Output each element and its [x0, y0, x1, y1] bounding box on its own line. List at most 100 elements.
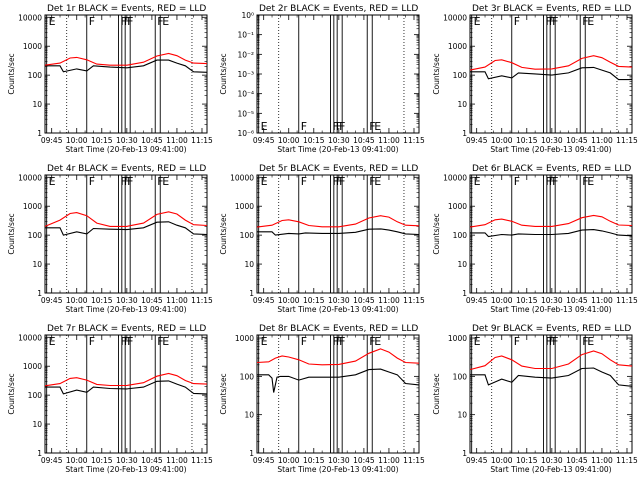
y-tick-label: 10	[32, 100, 42, 109]
flag-label: E	[162, 15, 169, 28]
flag-label: F	[369, 120, 375, 133]
x-tick-label: 10:45	[141, 136, 163, 145]
flag-label: F	[301, 175, 307, 188]
panel-title: Det 9r BLACK = Events, RED = LLD	[472, 324, 631, 334]
y-tick-label: 10000	[18, 173, 42, 182]
flag-label: F	[369, 335, 375, 348]
flag-label: F	[339, 120, 345, 133]
x-tick-label: 10:30	[541, 296, 563, 305]
flag-label: E	[261, 175, 268, 188]
series-events-line	[257, 368, 420, 393]
panel-title: Det 3r BLACK = Events, RED = LLD	[472, 4, 631, 14]
x-tick-label: 11:00	[591, 456, 613, 465]
x-tick-label: 10:30	[116, 136, 138, 145]
x-tick-label: 11:00	[166, 136, 188, 145]
x-tick-label: 10:30	[116, 456, 138, 465]
y-axis-label: Counts/sec	[7, 373, 16, 414]
flag-label: F	[89, 175, 95, 188]
flag-label: F	[369, 175, 375, 188]
series-lld-line	[44, 211, 208, 227]
x-tick-label: 11:15	[403, 456, 425, 465]
flag-label: E	[162, 335, 169, 348]
flag-label: F	[157, 15, 163, 28]
x-axis-label: Start Time (20-Feb-13 09:41:00)	[277, 305, 398, 314]
x-tick-label: 10:45	[353, 296, 375, 305]
flag-label: F	[89, 335, 95, 348]
y-tick-label: 10000	[18, 333, 42, 342]
panel-title: Det 1r BLACK = Events, RED = LLD	[47, 4, 206, 14]
x-tick-label: 09:45	[253, 296, 275, 305]
flag-label: F	[552, 175, 558, 188]
x-tick-label: 11:00	[378, 136, 400, 145]
x-tick-label: 11:15	[191, 456, 213, 465]
panel-det-7: Det 7r BLACK = Events, RED = LLD 1 10 100 10…	[7, 324, 213, 474]
flag-label: F	[549, 15, 555, 28]
x-tick-label: 11:00	[591, 296, 613, 305]
flag-label: E	[49, 15, 56, 28]
y-axis-label: Counts/sec	[219, 213, 228, 254]
y-tick-label: 1000	[23, 362, 42, 371]
y-tick-label: 10	[32, 260, 42, 269]
y-tick-label: 1	[249, 449, 254, 458]
panel-det-6: Det 6r BLACK = Events, RED = LLD 1 10 100 10…	[432, 164, 638, 314]
flag-label: F	[124, 335, 130, 348]
x-tick-label: 10:15	[303, 136, 325, 145]
x-tick-label: 10:00	[278, 456, 300, 465]
flag-label: F	[124, 175, 130, 188]
x-tick-label: 10:45	[566, 456, 588, 465]
x-tick-label: 10:00	[66, 296, 88, 305]
flag-label: F	[514, 175, 520, 188]
x-tick-label: 09:45	[466, 136, 488, 145]
plot-frame	[44, 334, 208, 454]
flag-label: E	[261, 335, 268, 348]
y-tick-label: 100	[453, 372, 468, 381]
x-tick-label: 11:15	[191, 296, 213, 305]
y-tick-label: 10⁻⁵	[237, 109, 254, 118]
x-axis-label: Start Time (20-Feb-13 09:41:00)	[277, 145, 398, 154]
x-tick-label: 11:00	[166, 296, 188, 305]
series-lld-line	[44, 372, 208, 387]
x-tick-label: 09:45	[253, 456, 275, 465]
y-tick-label: 100	[28, 391, 43, 400]
flag-label: F	[301, 335, 307, 348]
flag-label: F	[336, 335, 342, 348]
flag-label: F	[339, 175, 345, 188]
y-tick-label: 10000	[230, 173, 254, 182]
x-tick-label: 09:45	[41, 456, 63, 465]
x-tick-label: 11:00	[378, 296, 400, 305]
y-tick-label: 1000	[448, 334, 467, 343]
panel-det-1: Det 1r BLACK = Events, RED = LLD 1 10 100 10…	[7, 4, 213, 154]
x-tick-label: 10:00	[278, 296, 300, 305]
y-tick-label: 10⁻⁶	[237, 129, 254, 138]
x-tick-label: 10:15	[303, 456, 325, 465]
panel-title: Det 4r BLACK = Events, RED = LLD	[47, 164, 206, 174]
flag-label: F	[582, 15, 588, 28]
y-axis-label: Counts/sec	[219, 53, 228, 94]
panel-det-2: Det 2r BLACK = Events, RED = LLD 10⁻⁶ 10⁻⁵…	[219, 4, 425, 154]
x-tick-label: 10:30	[328, 136, 350, 145]
x-tick-label: 09:45	[41, 136, 63, 145]
flag-label: F	[336, 175, 342, 188]
panel-det-5: Det 5r BLACK = Events, RED = LLD 1 10 100 10…	[219, 164, 425, 314]
y-tick-label: 100	[453, 231, 468, 240]
y-tick-label: 10	[457, 260, 467, 269]
flag-label: F	[89, 15, 95, 28]
y-tick-label: 10	[457, 411, 467, 420]
panel-title: Det 8r BLACK = Events, RED = LLD	[259, 324, 418, 334]
flag-label: F	[336, 120, 342, 133]
y-axis-label: Counts/sec	[219, 373, 228, 414]
flag-label: F	[582, 335, 588, 348]
series-lld-line	[469, 350, 633, 371]
series-lld-line	[256, 348, 420, 366]
flag-label: E	[49, 335, 56, 348]
x-tick-label: 10:00	[491, 456, 513, 465]
x-tick-label: 10:00	[278, 136, 300, 145]
y-tick-label: 10⁻²	[237, 50, 254, 59]
y-tick-label: 1	[37, 289, 42, 298]
series-events-line	[257, 228, 420, 236]
x-axis-label: Start Time (20-Feb-13 09:41:00)	[65, 305, 186, 314]
flag-label: F	[339, 335, 345, 348]
flag-label: F	[545, 335, 551, 348]
flag-label: F	[127, 335, 133, 348]
y-tick-label: 100	[453, 71, 468, 80]
